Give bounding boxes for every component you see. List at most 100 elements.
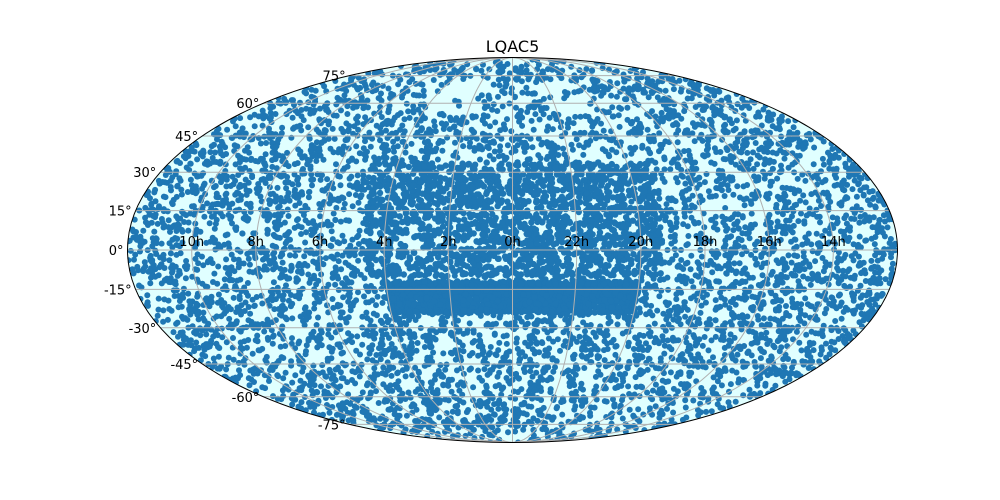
scatter-point bbox=[295, 403, 302, 410]
scatter-point bbox=[612, 351, 619, 358]
scatter-point bbox=[388, 372, 395, 379]
scatter-point bbox=[334, 251, 341, 258]
scatter-point bbox=[561, 151, 568, 158]
scatter-point bbox=[713, 254, 720, 261]
scatter-point bbox=[354, 268, 361, 274]
scatter-point bbox=[667, 369, 674, 376]
scatter-point bbox=[587, 412, 594, 419]
scatter-point bbox=[283, 238, 290, 245]
scatter-point bbox=[360, 177, 367, 184]
scatter-point bbox=[835, 280, 842, 287]
scatter-point bbox=[500, 75, 507, 82]
scatter-point bbox=[451, 123, 458, 130]
scatter-point bbox=[843, 194, 850, 201]
scatter-point bbox=[501, 405, 507, 412]
scatter-point bbox=[739, 230, 746, 237]
scatter-point bbox=[535, 135, 542, 142]
scatter-point bbox=[656, 195, 663, 202]
scatter-point bbox=[326, 409, 333, 416]
scatter-point bbox=[301, 305, 308, 312]
scatter-point bbox=[853, 193, 860, 200]
scatter-point bbox=[346, 182, 353, 189]
scatter-point bbox=[278, 130, 285, 137]
scatter-point bbox=[222, 191, 229, 198]
scatter-point bbox=[846, 266, 853, 273]
scatter-point bbox=[813, 206, 820, 213]
scatter-point bbox=[625, 339, 632, 346]
scatter-point bbox=[693, 165, 700, 172]
scatter-point bbox=[486, 152, 493, 159]
scatter-point bbox=[681, 299, 688, 306]
scatter-point bbox=[443, 361, 450, 368]
scatter-point bbox=[340, 206, 347, 213]
scatter-point bbox=[349, 339, 356, 346]
scatter-point bbox=[224, 126, 231, 133]
scatter-point bbox=[501, 417, 508, 424]
scatter-point bbox=[430, 77, 437, 83]
scatter-point bbox=[131, 256, 137, 263]
scatter-point bbox=[622, 370, 629, 377]
scatter-point bbox=[346, 287, 353, 294]
scatter-point bbox=[721, 296, 728, 303]
scatter-point bbox=[576, 333, 583, 340]
scatter-point bbox=[388, 90, 395, 97]
scatter-point bbox=[418, 147, 425, 154]
scatter-point bbox=[639, 144, 646, 151]
scatter-point bbox=[303, 247, 310, 254]
scatter-point bbox=[627, 119, 634, 126]
scatter-point bbox=[735, 379, 742, 386]
scatter-point bbox=[825, 194, 832, 201]
scatter-point bbox=[201, 180, 208, 187]
scatter-point bbox=[851, 275, 858, 282]
scatter-point bbox=[740, 392, 747, 399]
scatter-point bbox=[375, 131, 382, 138]
scatter-point bbox=[652, 159, 659, 166]
scatter-point bbox=[673, 175, 680, 182]
scatter-point bbox=[434, 156, 441, 163]
scatter-point bbox=[889, 260, 896, 267]
scatter-point bbox=[212, 183, 219, 189]
scatter-point bbox=[395, 378, 402, 385]
scatter-point bbox=[848, 253, 855, 260]
scatter-point bbox=[681, 148, 688, 155]
scatter-point bbox=[283, 185, 290, 192]
scatter-point bbox=[381, 398, 388, 405]
scatter-point bbox=[436, 414, 443, 421]
scatter-point bbox=[284, 206, 291, 213]
scatter-point bbox=[673, 291, 680, 298]
scatter-point bbox=[137, 243, 144, 250]
scatter-point bbox=[857, 213, 864, 220]
scatter-point bbox=[646, 344, 652, 351]
scatter-point bbox=[223, 196, 229, 203]
scatter-point bbox=[289, 379, 296, 386]
scatter-point bbox=[158, 216, 165, 222]
scatter-point bbox=[654, 307, 661, 314]
scatter-point bbox=[492, 119, 499, 126]
scatter-point bbox=[170, 329, 177, 336]
scatter-point bbox=[741, 319, 748, 325]
scatter-point bbox=[491, 401, 498, 408]
scatter-point bbox=[613, 93, 620, 100]
scatter-point bbox=[860, 192, 867, 199]
scatter-point bbox=[670, 409, 677, 416]
scatter-point bbox=[229, 220, 235, 227]
scatter-point bbox=[295, 174, 302, 181]
scatter-point bbox=[407, 394, 414, 401]
scatter-point bbox=[355, 199, 362, 206]
scatter-point bbox=[277, 311, 283, 318]
scatter-point bbox=[455, 424, 462, 431]
scatter-point bbox=[357, 351, 363, 358]
scatter-point bbox=[653, 166, 660, 173]
scatter-point bbox=[305, 194, 312, 201]
scatter-point bbox=[770, 111, 777, 118]
scatter-point bbox=[767, 370, 774, 377]
scatter-point bbox=[437, 362, 444, 369]
scatter-point bbox=[245, 317, 252, 324]
scatter-point bbox=[491, 411, 498, 418]
scatter-point bbox=[572, 388, 579, 395]
scatter-point bbox=[215, 291, 222, 298]
scatter-point bbox=[215, 263, 222, 270]
scatter-point bbox=[295, 216, 301, 223]
scatter-point bbox=[709, 269, 716, 276]
scatter-point bbox=[508, 128, 515, 135]
